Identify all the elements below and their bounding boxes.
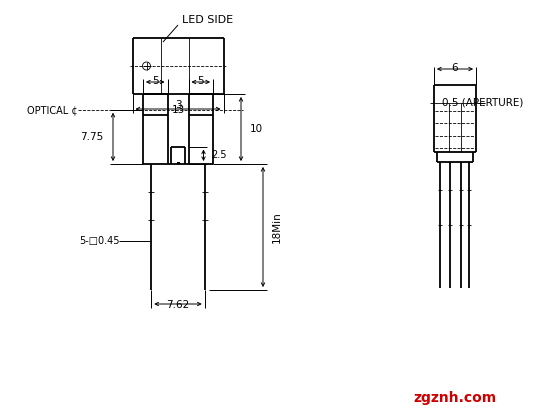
Text: 3: 3: [175, 99, 181, 109]
Text: 5: 5: [198, 76, 204, 86]
Text: 6: 6: [452, 63, 458, 73]
Bar: [176, 162, 180, 164]
Text: 18Min: 18Min: [272, 211, 282, 243]
Text: LED SIDE: LED SIDE: [183, 15, 234, 25]
Text: 7.75: 7.75: [80, 132, 103, 142]
Text: OPTICAL ¢: OPTICAL ¢: [27, 105, 78, 115]
Text: 5-□0.45: 5-□0.45: [79, 236, 120, 246]
Text: 5: 5: [152, 76, 158, 86]
Text: zgznh.com: zgznh.com: [413, 391, 497, 405]
Text: 10: 10: [250, 124, 263, 134]
Text: 2.5: 2.5: [212, 150, 227, 160]
Text: 13: 13: [171, 105, 185, 115]
Text: 7.62: 7.62: [166, 300, 190, 310]
Text: 0.5 (APERTURE): 0.5 (APERTURE): [442, 97, 523, 107]
